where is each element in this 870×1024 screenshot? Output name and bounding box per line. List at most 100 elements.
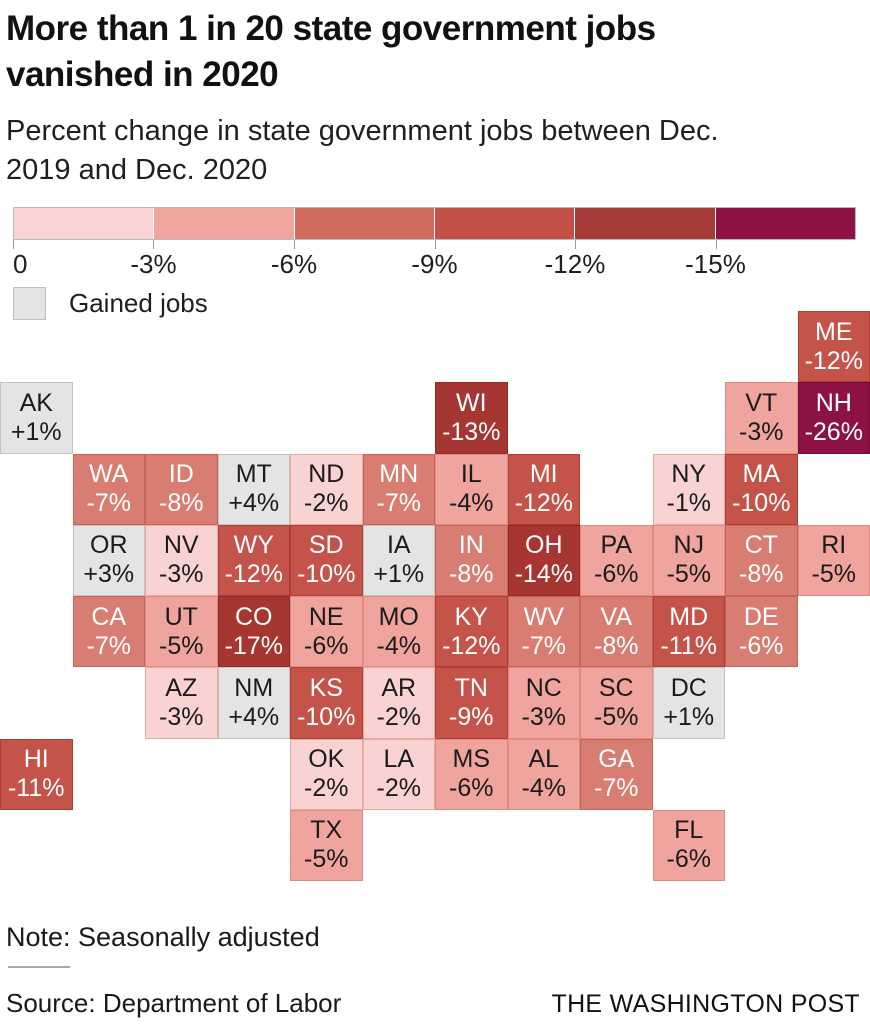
legend-color-bar bbox=[13, 207, 856, 240]
state-abbr: NC bbox=[525, 673, 562, 702]
state-tile-MT: MT +4% bbox=[217, 453, 290, 525]
legend-tick-5 bbox=[715, 240, 717, 249]
state-value: +4% bbox=[228, 702, 280, 731]
state-abbr: NE bbox=[308, 602, 344, 631]
state-value: -8% bbox=[739, 560, 784, 589]
legend-ticks bbox=[13, 240, 856, 250]
legend-tick-1 bbox=[153, 240, 155, 249]
state-value: -12% bbox=[442, 631, 501, 660]
gained-jobs-swatch bbox=[13, 287, 46, 320]
state-value: -5% bbox=[594, 702, 639, 731]
state-value: -4% bbox=[376, 631, 421, 660]
state-tile-UT: UT -5% bbox=[145, 596, 218, 668]
state-tile-TN: TN -9% bbox=[435, 667, 508, 739]
state-tile-CA: CA -7% bbox=[72, 596, 145, 668]
state-value: -10% bbox=[732, 489, 791, 518]
state-tile-AZ: AZ -3% bbox=[145, 667, 218, 739]
legend-band-1 bbox=[154, 208, 294, 239]
state-tile-MN: MN -7% bbox=[362, 453, 435, 525]
state-abbr: KS bbox=[309, 673, 343, 702]
state-abbr: IA bbox=[386, 531, 411, 560]
state-abbr: SD bbox=[308, 531, 344, 560]
state-abbr: WY bbox=[233, 531, 274, 560]
state-abbr: AR bbox=[381, 673, 417, 702]
state-tile-CO: CO -17% bbox=[217, 596, 290, 668]
state-value: +1% bbox=[10, 417, 62, 446]
state-abbr: VA bbox=[600, 602, 633, 631]
state-value: +1% bbox=[663, 702, 715, 731]
state-abbr: TN bbox=[454, 673, 488, 702]
state-tile-IA: IA +1% bbox=[362, 524, 435, 596]
legend-tick-label-1: -3% bbox=[130, 249, 177, 279]
state-tile-VT: VT -3% bbox=[725, 382, 798, 454]
state-abbr: SC bbox=[598, 673, 634, 702]
state-tile-MO: MO -4% bbox=[362, 596, 435, 668]
state-value: -11% bbox=[660, 631, 717, 660]
legend-tick-2 bbox=[293, 240, 295, 249]
publisher-credit: THE WASHINGTON POST bbox=[551, 990, 860, 1018]
state-value: -17% bbox=[224, 631, 283, 660]
state-tile-NM: NM +4% bbox=[217, 667, 290, 739]
state-tile-MD: MD -11% bbox=[652, 596, 725, 668]
state-value: -26% bbox=[804, 417, 863, 446]
state-tile-ND: ND -2% bbox=[290, 453, 363, 525]
state-tile-TX: TX -5% bbox=[290, 809, 363, 881]
state-value: -1% bbox=[666, 489, 711, 518]
legend-tick-label-4: -12% bbox=[544, 249, 606, 279]
legend-band-4 bbox=[575, 208, 715, 239]
state-abbr: NH bbox=[815, 388, 852, 417]
state-value: -7% bbox=[594, 774, 639, 803]
state-tile-MI: MI -12% bbox=[507, 453, 580, 525]
state-abbr: NM bbox=[234, 673, 274, 702]
state-abbr: MO bbox=[378, 602, 419, 631]
state-value: -12% bbox=[514, 489, 573, 518]
state-tile-CT: CT -8% bbox=[725, 524, 798, 596]
legend-tick-4 bbox=[574, 240, 576, 249]
state-tile-WA: WA -7% bbox=[72, 453, 145, 525]
state-value: -6% bbox=[594, 560, 639, 589]
state-tile-AL: AL -4% bbox=[507, 738, 580, 810]
state-value: -4% bbox=[449, 489, 494, 518]
state-value: -5% bbox=[666, 560, 711, 589]
gained-jobs-label: Gained jobs bbox=[69, 288, 208, 318]
footer-divider bbox=[8, 966, 70, 968]
state-abbr: CA bbox=[91, 602, 127, 631]
state-abbr: VT bbox=[745, 388, 778, 417]
state-tile-DC: DC +1% bbox=[652, 667, 725, 739]
state-abbr: OK bbox=[308, 745, 345, 774]
state-abbr: AZ bbox=[165, 673, 198, 702]
state-abbr: AK bbox=[19, 388, 53, 417]
state-abbr: CT bbox=[744, 531, 778, 560]
state-abbr: MD bbox=[669, 602, 709, 631]
state-abbr: CO bbox=[235, 602, 273, 631]
state-value: -3% bbox=[739, 417, 784, 446]
state-value: -5% bbox=[304, 845, 349, 874]
state-abbr: PA bbox=[600, 531, 633, 560]
state-abbr: RI bbox=[821, 531, 847, 560]
state-abbr: HI bbox=[23, 745, 49, 774]
tile-map: ME -12% AK +1% WI -13% VT -3% NH -26% WA -7% ID -8% MT… bbox=[0, 311, 870, 881]
state-abbr: ID bbox=[168, 460, 194, 489]
legend-band-2 bbox=[294, 208, 434, 239]
state-abbr: IN bbox=[458, 531, 484, 560]
state-value: -5% bbox=[811, 560, 856, 589]
state-tile-NJ: NJ -5% bbox=[652, 524, 725, 596]
state-value: -2% bbox=[304, 774, 349, 803]
state-value: -11% bbox=[7, 774, 65, 803]
state-abbr: MN bbox=[379, 460, 419, 489]
state-value: -4% bbox=[521, 774, 566, 803]
state-tile-MS: MS -6% bbox=[435, 738, 508, 810]
state-tile-IN: IN -8% bbox=[435, 524, 508, 596]
state-abbr: NY bbox=[671, 460, 707, 489]
state-tile-GA: GA -7% bbox=[580, 738, 653, 810]
state-abbr: MI bbox=[529, 460, 558, 489]
state-tile-FL: FL -6% bbox=[652, 809, 725, 881]
state-abbr: DC bbox=[670, 673, 707, 702]
state-abbr: NJ bbox=[673, 531, 705, 560]
state-value: -5% bbox=[159, 631, 204, 660]
gained-jobs-legend: Gained jobs bbox=[13, 287, 208, 320]
state-tile-WY: WY -12% bbox=[217, 524, 290, 596]
state-abbr: DE bbox=[743, 602, 779, 631]
state-tile-RI: RI -5% bbox=[797, 524, 870, 596]
state-abbr: WI bbox=[455, 388, 487, 417]
